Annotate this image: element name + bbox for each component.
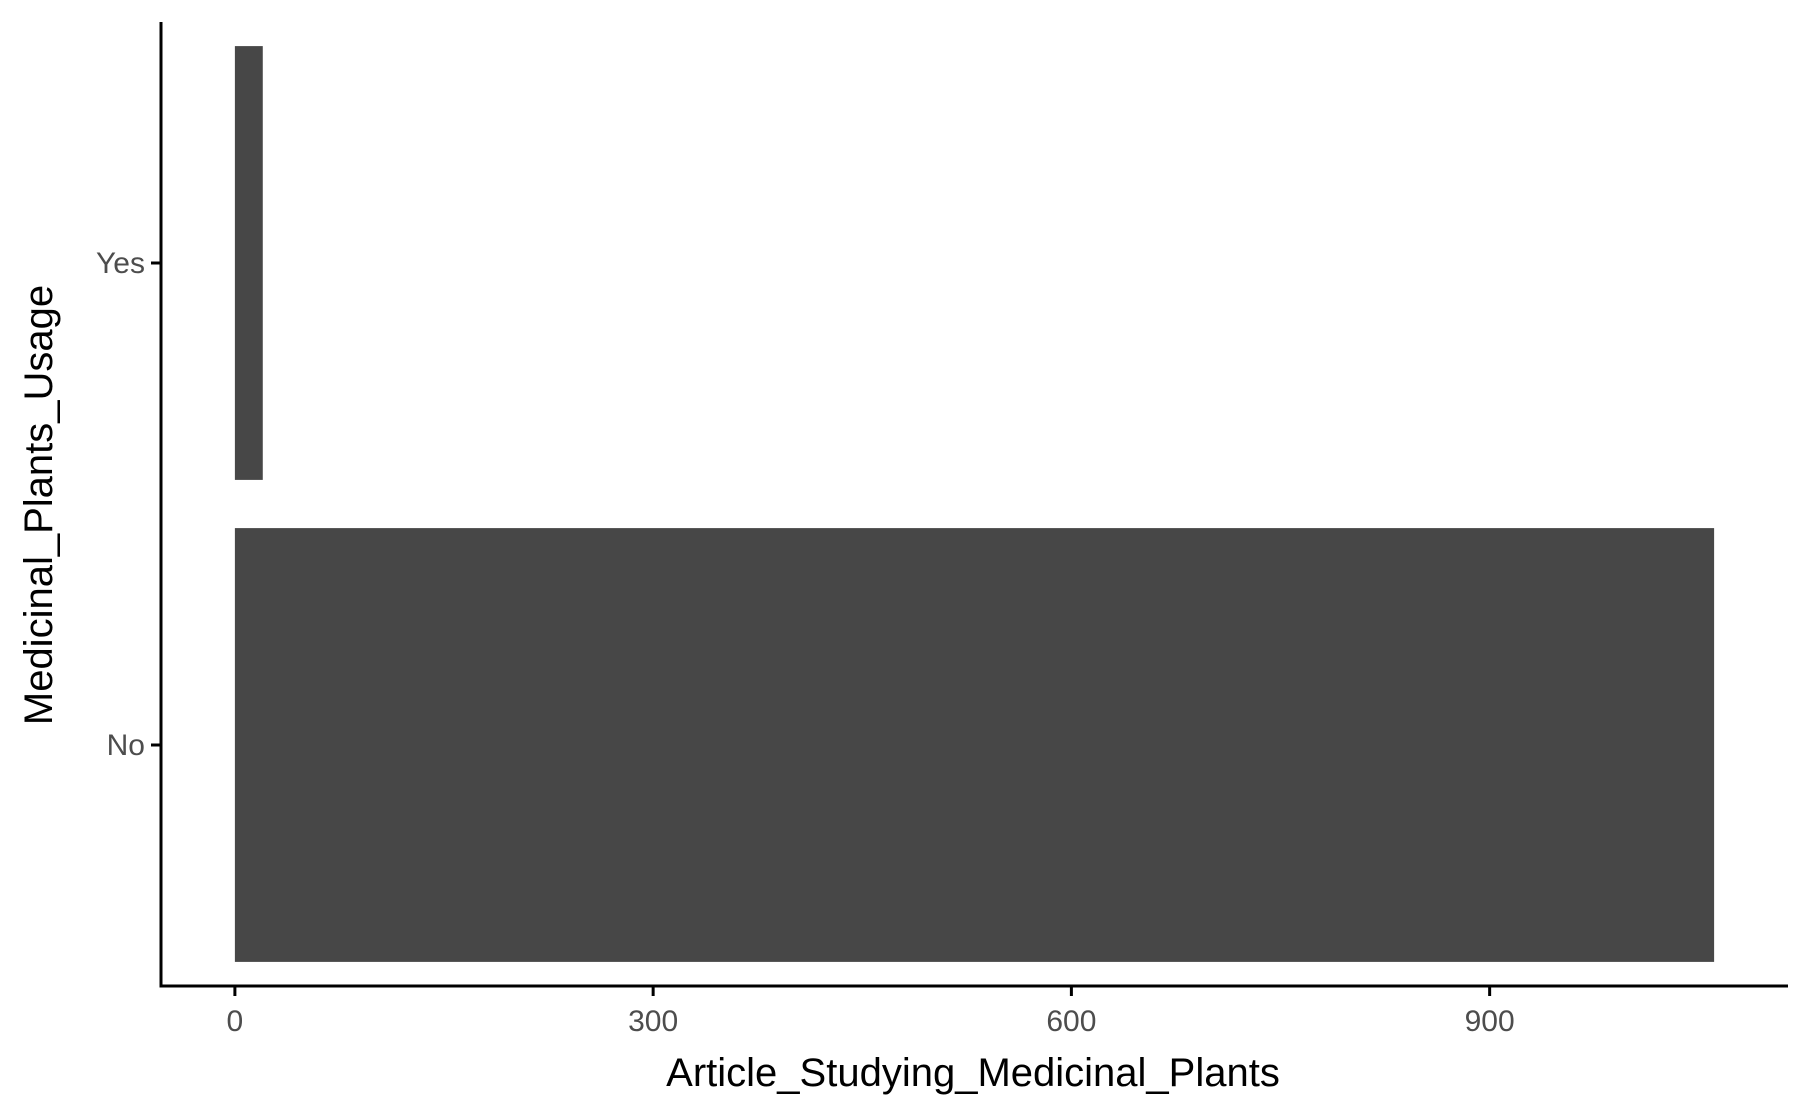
x-tick-label-600: 600 xyxy=(1046,1005,1096,1038)
x-axis-ticks: 0 300 600 900 xyxy=(227,986,1515,1038)
bar-yes xyxy=(234,46,263,480)
y-axis-ticks: No Yes xyxy=(96,247,161,762)
x-tick-label-300: 300 xyxy=(628,1005,678,1038)
y-tick-label-no: No xyxy=(107,729,145,762)
bar-no xyxy=(234,528,1715,962)
x-axis-title: Article_Studying_Medicinal_Plants xyxy=(666,1051,1280,1095)
y-tick-label-yes: Yes xyxy=(96,247,145,280)
y-axis-title: Medicinal_Plants_Usage xyxy=(17,285,61,725)
x-tick-label-900: 900 xyxy=(1465,1005,1515,1038)
bars-layer xyxy=(234,46,1715,962)
x-tick-label-0: 0 xyxy=(227,1005,244,1038)
